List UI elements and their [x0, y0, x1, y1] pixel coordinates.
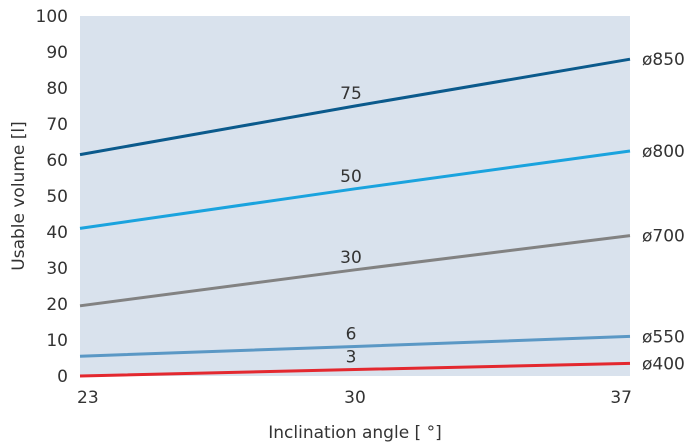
- y-axis-ticks: 0 10 20 30 40 50 60 70 80 90 100: [36, 7, 68, 387]
- x-tick-label: 23: [77, 388, 99, 408]
- data-labels: 75 50 30 6 3: [340, 84, 362, 368]
- series-name-label: ø850: [642, 50, 685, 70]
- y-tick-label: 80: [46, 79, 68, 99]
- series-line: [79, 361, 631, 378]
- series-name-label: ø400: [642, 354, 685, 374]
- data-label: 3: [346, 348, 357, 368]
- y-tick-label: 0: [57, 367, 68, 387]
- data-label: 50: [340, 167, 362, 187]
- y-tick-label: 20: [46, 295, 68, 315]
- series-name-label: ø700: [642, 227, 685, 247]
- series-line: [79, 334, 631, 358]
- series-name-labels: ø850 ø800 ø700 ø550 ø400: [642, 50, 685, 374]
- data-label: 30: [340, 248, 362, 268]
- y-tick-label: 100: [36, 7, 68, 27]
- x-axis-title: Inclination angle [ °]: [268, 423, 441, 443]
- y-tick-label: 70: [46, 115, 68, 135]
- y-tick-label: 10: [46, 331, 68, 351]
- y-tick-label: 90: [46, 43, 68, 63]
- plot-area: [80, 16, 630, 376]
- x-axis-ticks: 23 30 37: [77, 388, 632, 408]
- series-line: [79, 57, 631, 157]
- data-label: 75: [340, 84, 362, 104]
- series-line: [79, 234, 631, 308]
- y-tick-label: 40: [46, 223, 68, 243]
- y-tick-label: 30: [46, 259, 68, 279]
- data-label: 6: [346, 324, 357, 344]
- series-name-label: ø800: [642, 142, 685, 162]
- x-tick-label: 30: [344, 388, 366, 408]
- y-tick-label: 60: [46, 151, 68, 171]
- series-line: [79, 149, 631, 230]
- y-tick-label: 50: [46, 187, 68, 207]
- y-axis-title: Usable volume [l]: [9, 121, 29, 270]
- series-name-label: ø550: [642, 327, 685, 347]
- series-lines: [79, 57, 631, 378]
- x-tick-label: 37: [610, 388, 632, 408]
